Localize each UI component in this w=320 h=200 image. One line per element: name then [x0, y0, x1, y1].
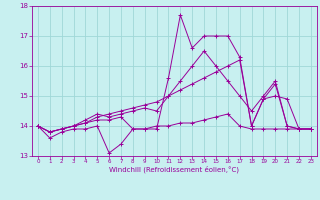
X-axis label: Windchill (Refroidissement éolien,°C): Windchill (Refroidissement éolien,°C) — [109, 166, 239, 173]
